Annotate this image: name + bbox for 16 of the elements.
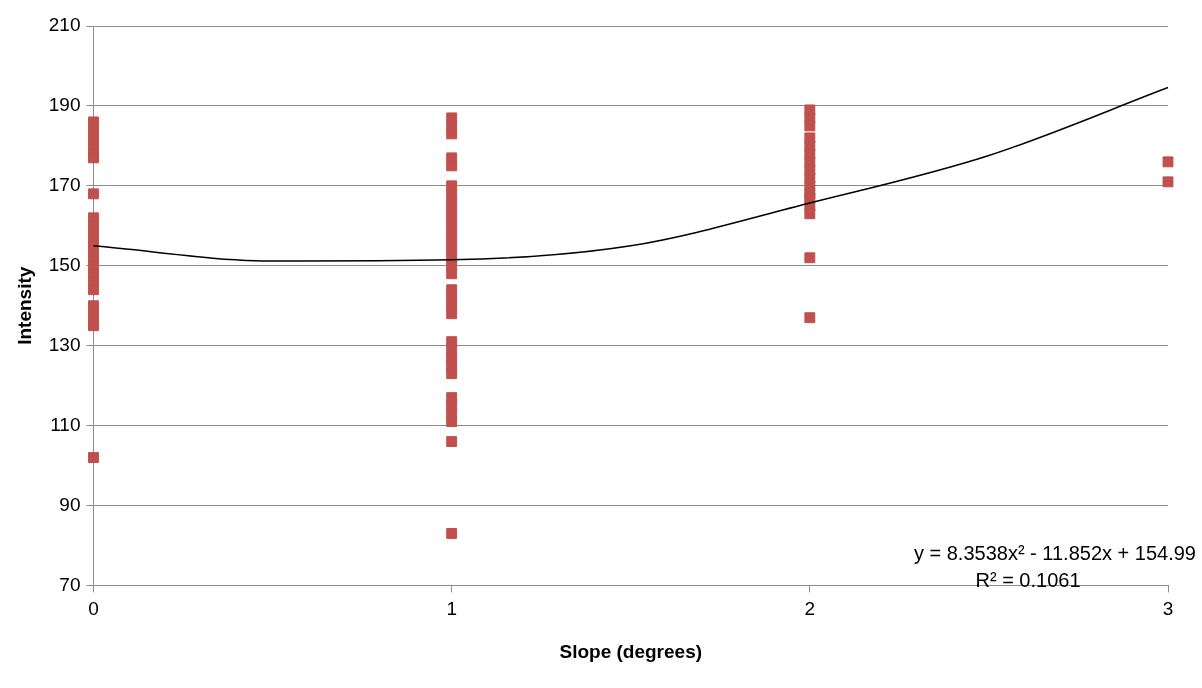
- x-tick-label: 0: [88, 598, 99, 620]
- x-tick-label: 2: [804, 598, 816, 620]
- y-tick-label: 70: [59, 573, 81, 595]
- x-axis-title: Slope (degrees): [559, 640, 703, 662]
- y-tick-label: 190: [48, 94, 81, 116]
- y-tick-label: 210: [48, 14, 81, 36]
- y-tick-label: 110: [50, 413, 81, 435]
- y-tick-label: 90: [59, 493, 81, 515]
- y-axis-title: Intensity: [13, 266, 35, 345]
- y-tick-label: 130: [48, 333, 81, 355]
- annotation: y = 8.3538x² - 11.852x + 154.99: [913, 542, 1196, 565]
- y-tick-label: 150: [48, 253, 81, 275]
- y-tick-label: 170: [48, 174, 81, 196]
- annotation: R² = 0.1061: [975, 569, 1081, 592]
- x-tick-label: 3: [1162, 598, 1174, 620]
- x-tick-label: 1: [446, 598, 457, 620]
